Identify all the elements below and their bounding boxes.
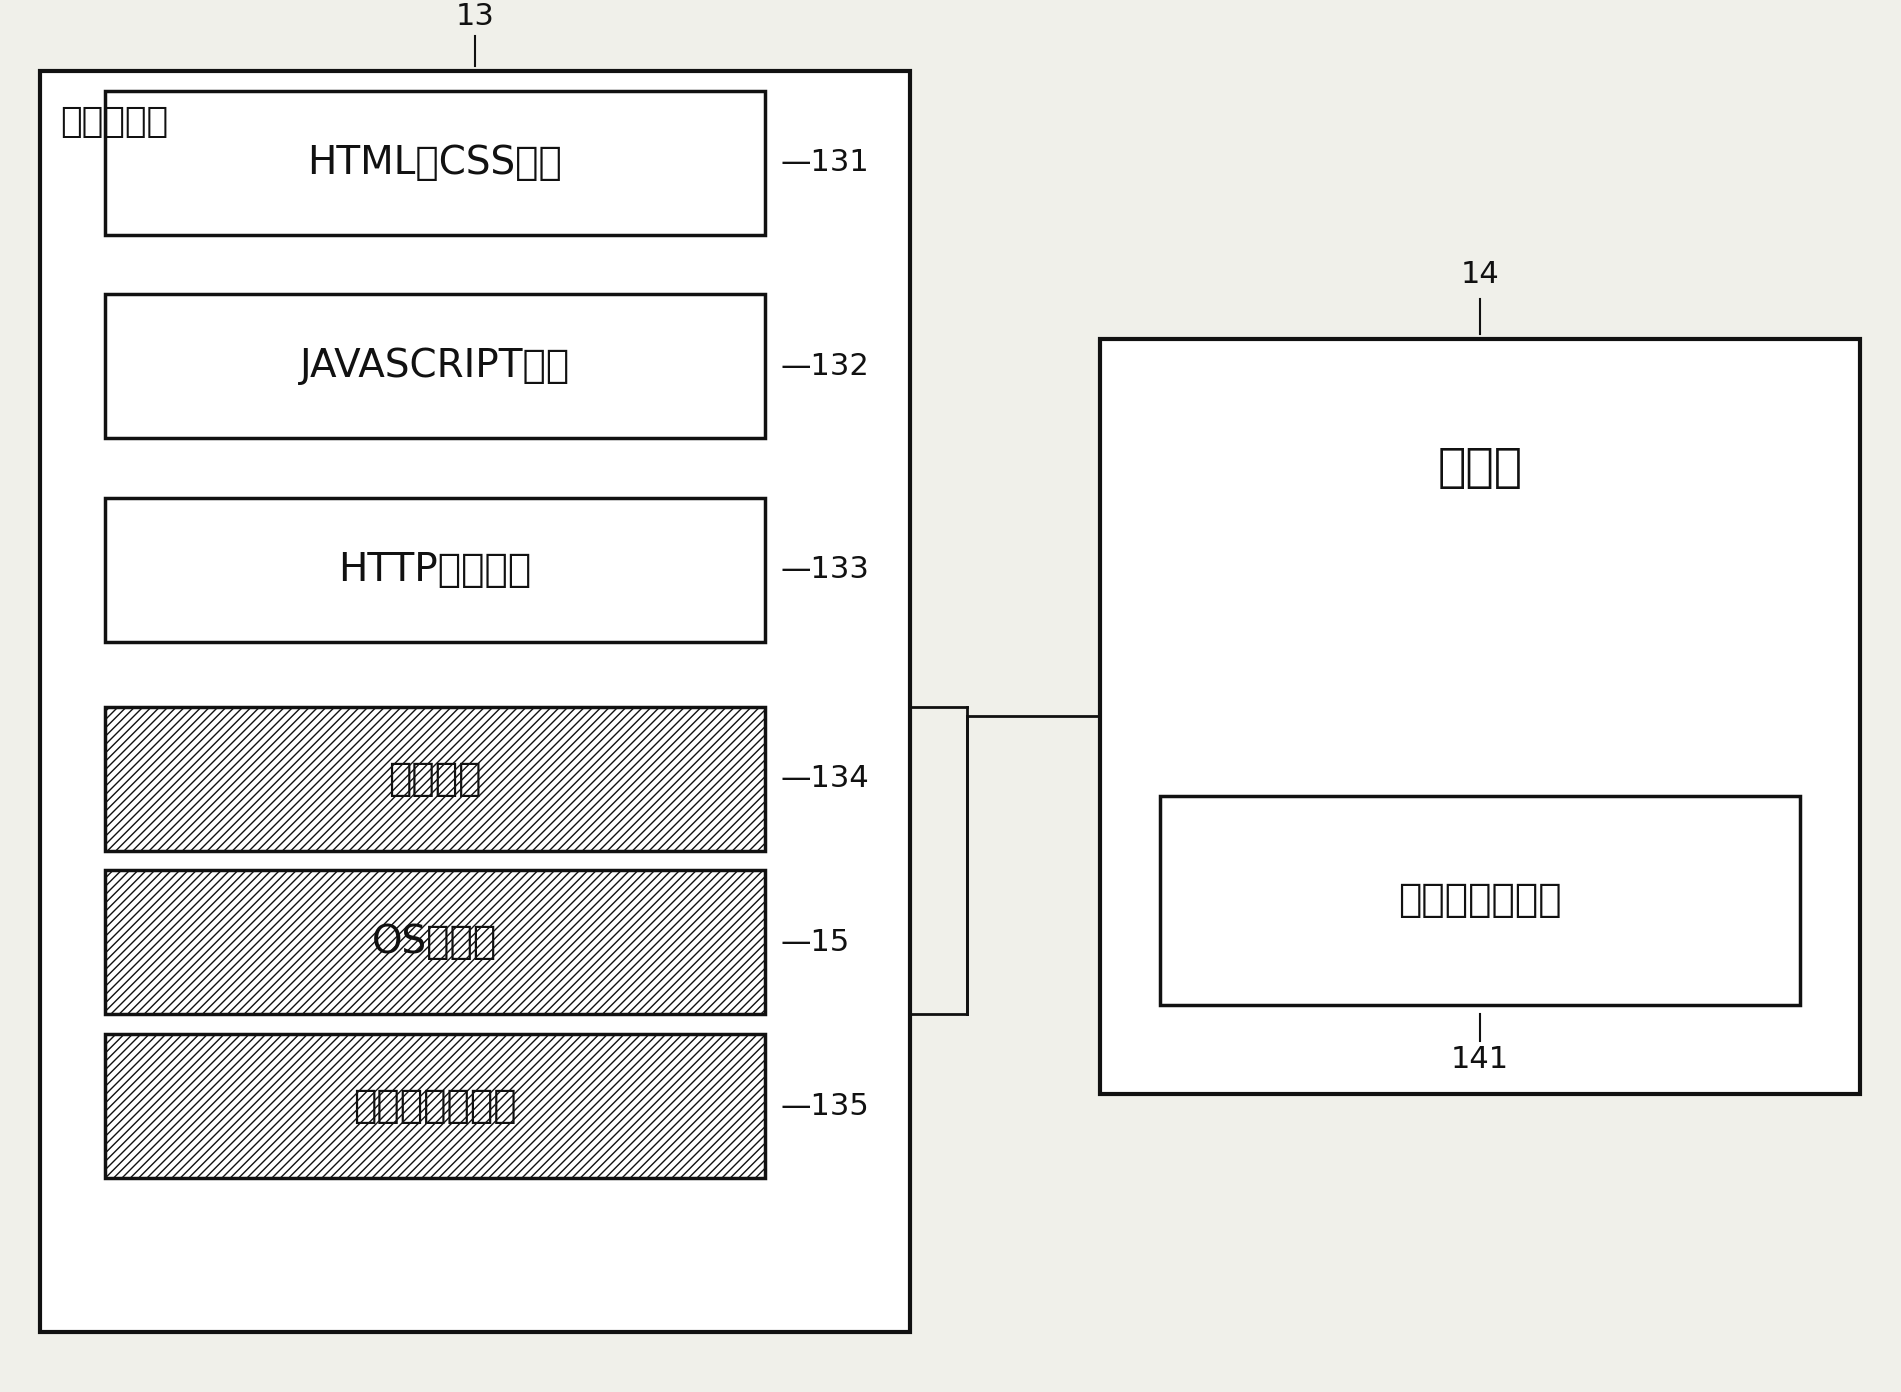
Bar xyxy=(105,707,764,851)
Text: 脚本执行层: 脚本执行层 xyxy=(61,106,167,139)
Text: HTTP通信模块: HTTP通信模块 xyxy=(338,551,532,589)
Text: —133: —133 xyxy=(779,555,869,585)
Text: —131: —131 xyxy=(779,148,869,177)
Text: 平台库: 平台库 xyxy=(1437,445,1523,490)
Text: OS使用层: OS使用层 xyxy=(373,923,498,962)
Bar xyxy=(40,71,911,1332)
Bar xyxy=(105,498,764,642)
Text: 执行程序: 执行程序 xyxy=(388,760,481,798)
Text: HTML和CSS引擎: HTML和CSS引擎 xyxy=(308,143,563,181)
Text: —135: —135 xyxy=(779,1091,869,1121)
Text: 13: 13 xyxy=(456,1,494,31)
Bar xyxy=(105,294,764,438)
Text: JAVASCRIPT引擎: JAVASCRIPT引擎 xyxy=(300,347,570,386)
Bar xyxy=(105,90,764,235)
Bar xyxy=(1101,338,1859,1094)
Text: 通用程序管理器: 通用程序管理器 xyxy=(354,1087,517,1125)
Text: 14: 14 xyxy=(1460,260,1500,290)
Text: —15: —15 xyxy=(779,928,850,956)
Text: —132: —132 xyxy=(779,352,869,381)
Bar xyxy=(105,870,764,1015)
Text: 前后关系管理器: 前后关系管理器 xyxy=(1399,881,1563,919)
Bar xyxy=(1160,796,1800,1005)
Text: 141: 141 xyxy=(1450,1044,1509,1073)
Bar xyxy=(105,1034,764,1179)
Text: —134: —134 xyxy=(779,764,869,793)
